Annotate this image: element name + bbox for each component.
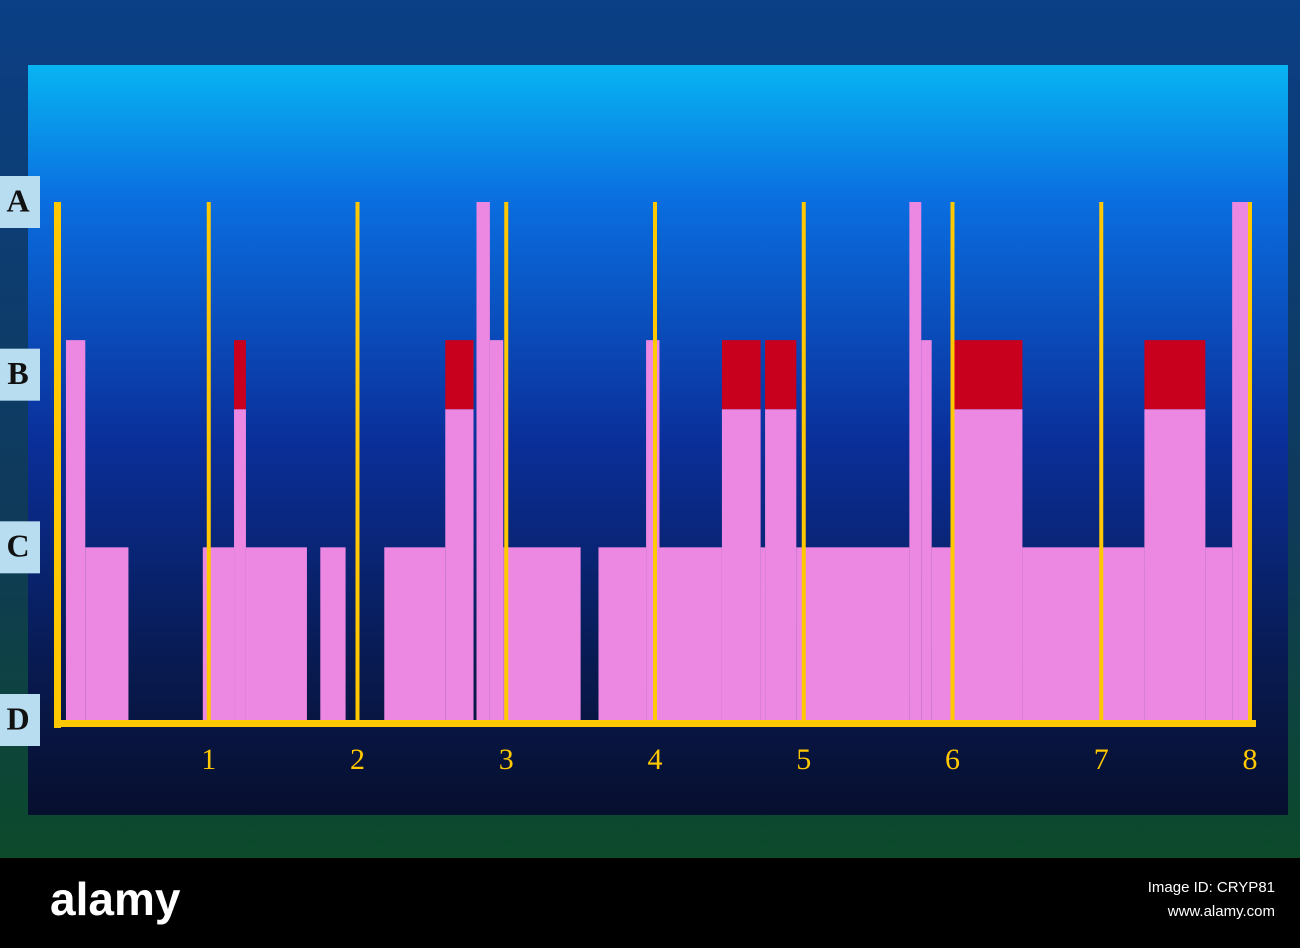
bar <box>503 547 581 720</box>
y-tick-box <box>0 694 40 746</box>
x-grid-line <box>801 202 806 720</box>
bar <box>1205 547 1233 720</box>
bar <box>598 547 647 720</box>
bar <box>1022 547 1145 720</box>
x-tick-label: 6 <box>945 743 960 776</box>
y-tick-label: C <box>6 528 29 564</box>
bar <box>1232 202 1249 720</box>
bar <box>921 340 932 720</box>
y-tick-box <box>0 176 40 228</box>
x-tick-label: 5 <box>796 743 811 776</box>
bar-top <box>1144 340 1206 410</box>
bar <box>953 409 1023 720</box>
bar-top <box>445 340 474 410</box>
bar <box>659 547 722 720</box>
footer-bar <box>0 858 1300 948</box>
x-tick-label: 3 <box>499 743 514 776</box>
y-tick-label: D <box>6 700 29 736</box>
bar <box>384 547 446 720</box>
bar-top <box>953 340 1023 410</box>
y-tick-box <box>0 348 40 401</box>
bar <box>765 409 797 720</box>
y-tick-label: A <box>6 182 29 218</box>
y-tick-box <box>0 521 40 574</box>
y-tick-label: B <box>7 355 28 391</box>
bar <box>721 409 761 720</box>
x-grid-line <box>1099 202 1104 720</box>
footer-image-id: Image ID: CRYP81 <box>1148 879 1275 896</box>
x-tick-label: 8 <box>1243 743 1258 776</box>
bar <box>65 340 86 720</box>
bar <box>489 340 504 720</box>
bar <box>245 547 307 720</box>
bar <box>646 340 660 720</box>
bar <box>760 547 766 720</box>
x-tick-label: 1 <box>201 743 216 776</box>
x-axis <box>54 720 1256 727</box>
x-tick-label: 4 <box>648 743 663 776</box>
x-grid-line <box>504 202 509 720</box>
x-grid-line <box>355 202 360 720</box>
bar <box>909 202 922 720</box>
y-axis <box>54 202 61 728</box>
bar <box>796 547 910 720</box>
footer-logo: alamy <box>50 873 181 925</box>
bar-top <box>721 340 761 410</box>
bar <box>476 202 490 720</box>
bar <box>931 547 954 720</box>
x-grid-line <box>950 202 955 720</box>
bar <box>445 409 474 720</box>
bar <box>85 547 129 720</box>
footer-site: www.alamy.com <box>1167 903 1275 920</box>
bar <box>234 409 246 720</box>
bar-top <box>765 340 797 410</box>
x-grid-line <box>653 202 657 720</box>
x-tick-label: 2 <box>350 743 365 776</box>
x-grid-line <box>1248 202 1252 720</box>
bar <box>1144 409 1206 720</box>
bar <box>320 547 346 720</box>
x-grid-line <box>206 202 211 720</box>
x-tick-label: 7 <box>1094 743 1109 776</box>
bar-top <box>234 340 246 410</box>
